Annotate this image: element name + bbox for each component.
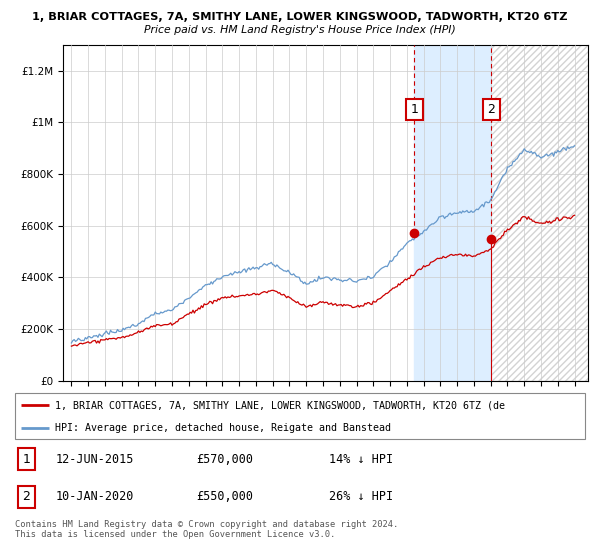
Text: 1: 1 <box>22 452 31 465</box>
Text: 14% ↓ HPI: 14% ↓ HPI <box>329 452 393 465</box>
Bar <box>415 45 491 381</box>
Text: Price paid vs. HM Land Registry's House Price Index (HPI): Price paid vs. HM Land Registry's House … <box>144 25 456 35</box>
Text: £570,000: £570,000 <box>196 452 253 465</box>
Text: 12-JUN-2015: 12-JUN-2015 <box>55 452 134 465</box>
Text: £550,000: £550,000 <box>196 491 253 503</box>
Text: 10-JAN-2020: 10-JAN-2020 <box>55 491 134 503</box>
Text: Contains HM Land Registry data © Crown copyright and database right 2024.
This d: Contains HM Land Registry data © Crown c… <box>15 520 398 539</box>
Bar <box>491 45 600 381</box>
Text: 1: 1 <box>410 103 418 116</box>
Text: 2: 2 <box>487 103 495 116</box>
Text: 2: 2 <box>22 491 31 503</box>
FancyBboxPatch shape <box>15 393 585 438</box>
Text: 26% ↓ HPI: 26% ↓ HPI <box>329 491 393 503</box>
Text: 1, BRIAR COTTAGES, 7A, SMITHY LANE, LOWER KINGSWOOD, TADWORTH, KT20 6TZ (de: 1, BRIAR COTTAGES, 7A, SMITHY LANE, LOWE… <box>55 400 505 410</box>
Text: HPI: Average price, detached house, Reigate and Banstead: HPI: Average price, detached house, Reig… <box>55 423 391 433</box>
Text: 1, BRIAR COTTAGES, 7A, SMITHY LANE, LOWER KINGSWOOD, TADWORTH, KT20 6TZ: 1, BRIAR COTTAGES, 7A, SMITHY LANE, LOWE… <box>32 12 568 22</box>
